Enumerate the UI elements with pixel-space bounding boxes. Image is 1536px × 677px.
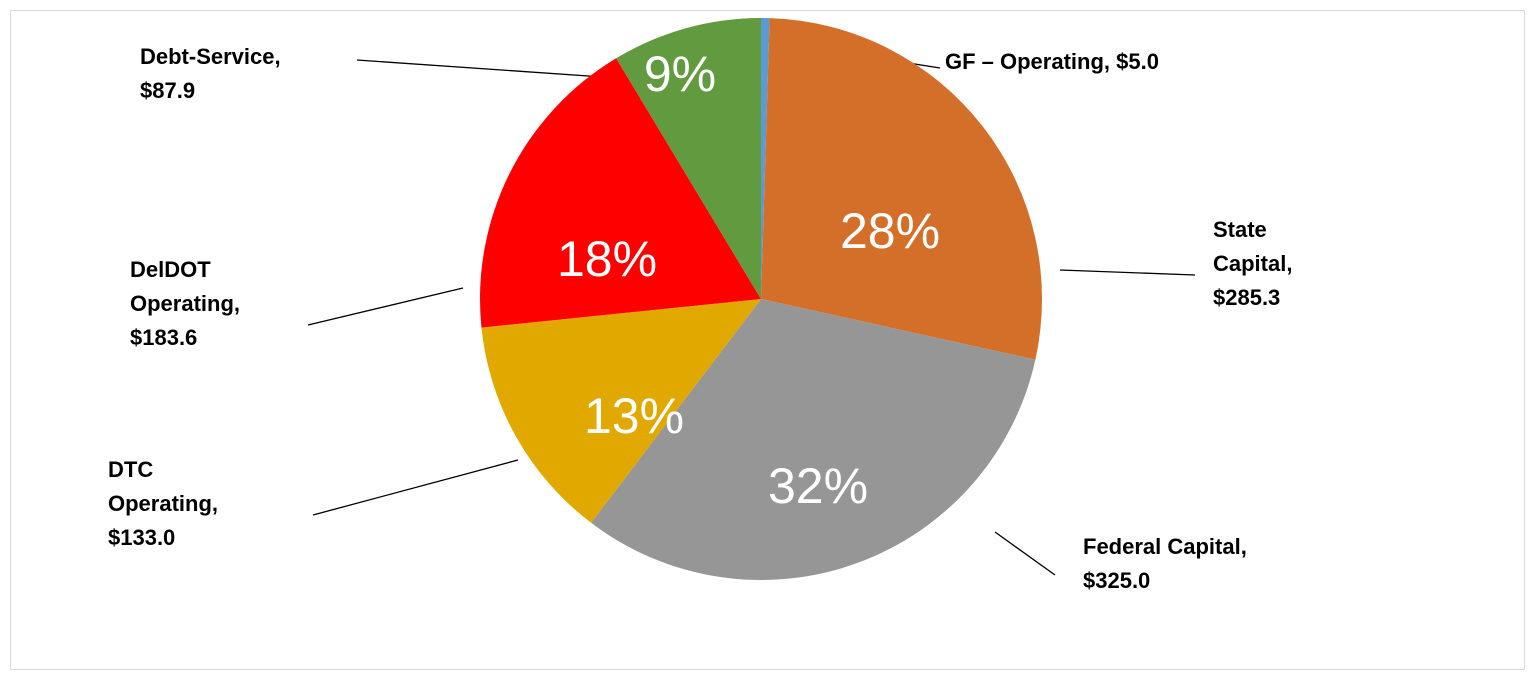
value-label: $285.3 [1213, 285, 1281, 310]
percent-label: 13% [584, 388, 684, 444]
value-label: $87.9 [140, 78, 196, 103]
data-label: DTC Operating, $133.0 [108, 453, 258, 555]
leader-line [312, 459, 519, 516]
leader-line [994, 531, 1056, 576]
pie-slice [761, 18, 770, 299]
pie-slice [761, 18, 1042, 360]
pie-slice [480, 58, 761, 328]
category-label: Federal Capital, [1083, 534, 1247, 559]
percent-label: 18% [557, 231, 657, 287]
leader-line [356, 59, 618, 79]
pie-slice [481, 299, 761, 523]
percent-label: 28% [840, 203, 940, 259]
data-label: Debt-Service, $87.9 [140, 40, 320, 108]
data-label: GF – Operating, $5.0 [945, 45, 1345, 79]
category-label: Debt-Service, [140, 44, 281, 69]
value-label: $325.0 [1083, 568, 1151, 593]
value-label: $183.6 [130, 325, 198, 350]
value-label: $133.0 [108, 525, 176, 550]
leader-line [307, 287, 464, 326]
percent-label: 32% [768, 458, 868, 514]
category-label: State Capital, [1213, 217, 1293, 276]
leader-line [1059, 269, 1196, 276]
data-label: State Capital, $285.3 [1213, 213, 1323, 315]
category-label: DTC Operating, [108, 457, 219, 516]
slices [480, 18, 1042, 580]
pie-slice [591, 299, 1036, 580]
chart-frame [10, 10, 1525, 670]
category-label: GF – Operating, [945, 49, 1111, 74]
category-label: DelDOT Operating, [130, 257, 241, 316]
data-label: Federal Capital, $325.0 [1083, 530, 1303, 598]
pie-slice [616, 18, 761, 299]
data-label: DelDOT Operating, $183.6 [130, 253, 290, 355]
percent-label: 9% [644, 46, 716, 102]
value-label: $5.0 [1116, 49, 1159, 74]
